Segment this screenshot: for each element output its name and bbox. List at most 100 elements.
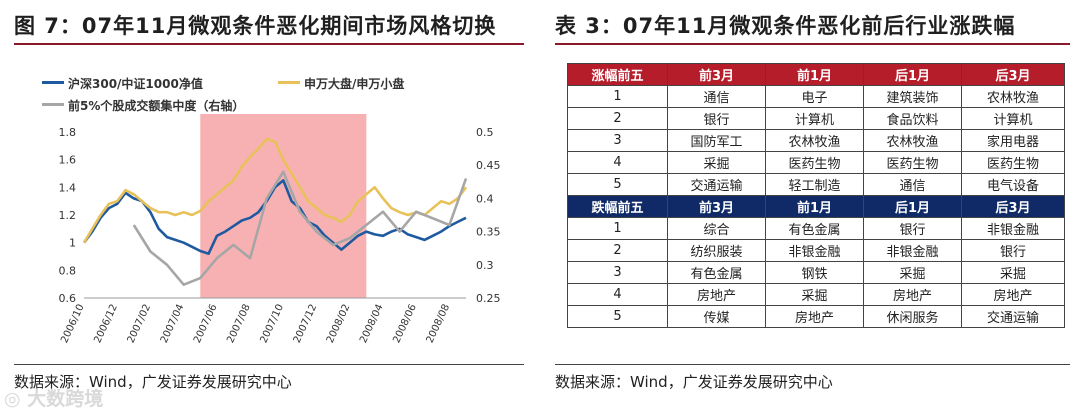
y-left-tick-label: 1.8	[59, 126, 77, 139]
x-tick-label: 2007/12	[292, 303, 320, 345]
legend-swatch	[42, 103, 64, 106]
table-row: 3 国防军工 农林牧渔 农林牧渔 家用电器	[567, 129, 1065, 152]
table-header-cell: 跌幅前五	[567, 195, 668, 218]
watermark: ◎ 大数跨境	[4, 388, 104, 410]
x-tick-label: 2007/04	[159, 303, 187, 345]
table-cell: 采掘	[961, 261, 1065, 284]
chart-source: 数据来源：Wind，广发证券发展研究中心	[14, 373, 292, 391]
table-cell: 交通运输	[961, 305, 1065, 328]
table-cell: 电子	[765, 85, 864, 108]
table-title: 表 3：07年11月微观条件恶化前后行业涨跌幅	[555, 14, 1016, 38]
table-cell: 建筑装饰	[863, 85, 962, 108]
highlight-band	[200, 114, 367, 298]
table-cell: 房地产	[667, 283, 766, 306]
table-cell: 纺织服装	[667, 239, 766, 262]
table-cell: 5	[567, 173, 668, 196]
y-right-tick-label: 0.3	[476, 259, 494, 272]
x-tick-label: 2008/04	[358, 303, 386, 345]
table-header-cell: 后3月	[961, 195, 1065, 218]
x-tick-label: 2007/08	[225, 303, 253, 345]
table-row: 2 纺织服装 非银金融 非银金融 银行	[567, 239, 1065, 262]
table-cell: 传媒	[667, 305, 766, 328]
table-cell: 1	[567, 85, 668, 108]
table-cell: 通信	[667, 85, 766, 108]
table-cell: 银行	[667, 107, 766, 130]
legend-label: 前5%个股成交额集中度（右轴）	[68, 99, 245, 113]
title-rule	[555, 43, 1070, 45]
legend-item: 申万大盘/申万小盘	[278, 75, 404, 92]
table-header-row: 跌幅前五 前3月 前1月 后1月 后3月	[567, 195, 1065, 218]
table-cell: 采掘	[667, 151, 766, 174]
table-cell: 房地产	[863, 283, 962, 306]
legend-item: 沪深300/中证1000净值	[42, 75, 203, 92]
table-header-cell: 涨幅前五	[567, 63, 668, 86]
table-row: 3 有色金属 钢铁 采掘 采掘	[567, 261, 1065, 284]
table-cell: 2	[567, 239, 668, 262]
legend-swatch	[42, 81, 64, 84]
table-row: 4 采掘 医药生物 医药生物 医药生物	[567, 151, 1065, 174]
table-cell: 房地产	[961, 283, 1065, 306]
legend-label: 沪深300/中证1000净值	[68, 77, 203, 91]
table-header-row: 涨幅前五 前3月 前1月 后1月 后3月	[567, 63, 1065, 86]
x-tick-label: 2007/10	[258, 303, 286, 345]
y-left-tick-label: 1.4	[59, 181, 77, 194]
table-header-cell: 前1月	[765, 195, 864, 218]
table-source: 数据来源：Wind，广发证券发展研究中心	[555, 373, 833, 391]
table-cell: 非银金融	[961, 217, 1065, 240]
y-right-tick-label: 0.35	[476, 226, 501, 239]
table-cell: 休闲服务	[863, 305, 962, 328]
industry-table: 涨幅前五 前3月 前1月 后1月 后3月 1 通信 电子 建筑装饰 农林牧渔 2…	[567, 63, 1065, 328]
x-tick-label: 2008/02	[325, 303, 353, 345]
chart-title: 图 7：07年11月微观条件恶化期间市场风格切换	[14, 14, 497, 38]
table-cell: 2	[567, 107, 668, 130]
source-rule	[14, 364, 524, 365]
y-right-tick-label: 0.45	[476, 159, 501, 172]
y-left-tick-label: 0.8	[59, 264, 77, 277]
table-cell: 农林牧渔	[863, 129, 962, 152]
legend-label: 申万大盘/申万小盘	[304, 77, 405, 91]
table-cell: 轻工制造	[765, 173, 864, 196]
x-tick-label: 2006/12	[92, 303, 120, 345]
table-row: 5 传媒 房地产 休闲服务 交通运输	[567, 305, 1065, 328]
x-tick-label: 2007/06	[192, 303, 220, 345]
table-cell: 5	[567, 305, 668, 328]
table-row: 2 银行 计算机 食品饮料 计算机	[567, 107, 1065, 130]
table-cell: 医药生物	[765, 151, 864, 174]
table-header-cell: 后1月	[863, 63, 962, 86]
line-chart: 0.6 0.8 1 1.2 1.4 1.6 1.8 0.25 0.3 0.35 0.4 0.45 0.5…	[59, 114, 501, 345]
x-tick-label: 2008/08	[425, 303, 453, 345]
legend-swatch	[278, 81, 300, 84]
table-row: 1 通信 电子 建筑装饰 农林牧渔	[567, 85, 1065, 108]
source-rule	[555, 364, 1070, 365]
y-left-tick-label: 1.2	[59, 209, 77, 222]
series-line	[132, 170, 468, 286]
table-header-cell: 后1月	[863, 195, 962, 218]
table-cell: 1	[567, 217, 668, 240]
table-cell: 银行	[961, 239, 1065, 262]
table-row: 4 房地产 采掘 房地产 房地产	[567, 283, 1065, 306]
table-cell: 有色金属	[667, 261, 766, 284]
table-cell: 钢铁	[765, 261, 864, 284]
table-cell: 综合	[667, 217, 766, 240]
table-cell: 计算机	[765, 107, 864, 130]
table-cell: 有色金属	[765, 217, 864, 240]
table-cell: 计算机	[961, 107, 1065, 130]
table-cell: 农林牧渔	[961, 85, 1065, 108]
table-cell: 家用电器	[961, 129, 1065, 152]
legend-item: 前5%个股成交额集中度（右轴）	[42, 97, 244, 114]
series-line	[82, 137, 468, 244]
table-cell: 电气设备	[961, 173, 1065, 196]
y-right-tick-label: 0.5	[476, 126, 494, 139]
table-cell: 3	[567, 129, 668, 152]
y-right-tick-label: 0.25	[476, 292, 501, 305]
y-left-tick-label: 1.6	[59, 154, 77, 167]
table-header-cell: 后3月	[961, 63, 1065, 86]
y-left-tick-label: 1	[69, 237, 76, 250]
table-header-cell: 前3月	[667, 195, 766, 218]
x-tick-label: 2006/10	[59, 303, 87, 345]
table-header-cell: 前3月	[667, 63, 766, 86]
table-cell: 采掘	[863, 261, 962, 284]
x-tick-label: 2007/02	[126, 303, 154, 345]
table-row: 5 交通运输 轻工制造 通信 电气设备	[567, 173, 1065, 196]
table-cell: 非银金融	[765, 239, 864, 262]
